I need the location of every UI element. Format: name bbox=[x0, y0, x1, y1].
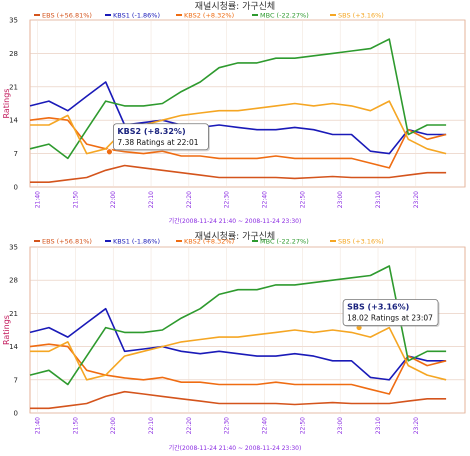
x-tick-label: 23:20 bbox=[413, 191, 420, 208]
legend-entry: KBS2 (+8.32%) bbox=[184, 238, 234, 246]
chart-title: 재널시청률: 가구신체 bbox=[195, 231, 275, 242]
y-tick-label: 7 bbox=[14, 150, 18, 158]
y-axis-label: Ratings bbox=[2, 89, 11, 119]
series-line-1 bbox=[30, 164, 447, 183]
series-line-1 bbox=[30, 390, 447, 410]
series-line-2 bbox=[29, 81, 447, 155]
tooltip: SBS (+3.16%) 18.02 Ratings at 23:07 bbox=[342, 299, 440, 328]
legend-entry: EBS (+56.81%) bbox=[42, 238, 92, 246]
chart-title: 재널시청률: 가구신체 bbox=[195, 1, 275, 12]
series-line-4 bbox=[29, 38, 447, 160]
series-line-5 bbox=[30, 100, 447, 155]
series-line-2 bbox=[29, 307, 447, 381]
y-tick-label: 28 bbox=[9, 50, 18, 58]
y-tick-label: 35 bbox=[9, 17, 18, 25]
x-tick-label: 21:40 bbox=[35, 191, 42, 208]
x-axis-label: 기간(2008-11-24 21:40 ~ 2008-11-24 23:30) bbox=[169, 444, 302, 452]
tooltip-box bbox=[113, 123, 209, 151]
x-tick-label: 22:30 bbox=[224, 417, 231, 434]
y-tick-label: 21 bbox=[9, 83, 18, 91]
legend-entry: MBC (-22.27%) bbox=[260, 238, 309, 246]
tooltip-title: SBS (+3.16%) bbox=[347, 303, 409, 312]
series-line-3 bbox=[29, 117, 447, 169]
y-tick-label: 0 bbox=[14, 410, 18, 418]
x-tick-label: 22:20 bbox=[186, 417, 193, 434]
x-tick-label: 23:00 bbox=[337, 417, 344, 434]
tooltip-title: KBS2 (+8.32%) bbox=[117, 127, 185, 136]
x-tick-label: 22:20 bbox=[186, 191, 193, 208]
y-tick-label: 7 bbox=[14, 376, 18, 384]
y-tick-label: 21 bbox=[9, 310, 18, 318]
tooltip-text: 7.38 Ratings at 22:01 bbox=[117, 138, 198, 147]
x-tick-label: 23:10 bbox=[375, 191, 382, 208]
tooltip: KBS2 (+8.32%) 7.38 Ratings at 22:01 bbox=[113, 123, 210, 152]
legend-entry: KBS2 (+8.32%) bbox=[184, 12, 234, 20]
legend-entry: SBS (+3.16%) bbox=[338, 12, 384, 20]
series-line-3 bbox=[29, 343, 447, 395]
tooltip-marker bbox=[106, 148, 113, 156]
legend-entry: SBS (+3.16%) bbox=[338, 238, 384, 246]
chart-panel-1: 재널시청률: 가구신체 EBS (+56.81%) KBS1 (-1.86%) KBS… bbox=[2, 1, 466, 225]
x-tick-label: 22:40 bbox=[262, 417, 269, 434]
x-tick-label: 22:50 bbox=[299, 417, 306, 434]
x-tick-label: 23:10 bbox=[375, 417, 382, 434]
x-tick-label: 22:30 bbox=[224, 191, 231, 208]
x-tick-label: 22:10 bbox=[148, 417, 155, 434]
y-axis-label: Ratings bbox=[2, 315, 11, 345]
y-tick-label: 0 bbox=[14, 184, 18, 192]
y-tick-label: 14 bbox=[9, 117, 18, 125]
x-tick-label: 21:50 bbox=[72, 191, 79, 208]
series-line-4 bbox=[29, 265, 447, 386]
y-tick-label: 35 bbox=[9, 244, 18, 252]
plot-area bbox=[29, 246, 466, 414]
x-tick-label: 22:10 bbox=[148, 191, 155, 208]
plot-area bbox=[29, 19, 466, 188]
x-tick-label: 23:00 bbox=[337, 191, 344, 208]
legend-entry: KBS1 (-1.86%) bbox=[113, 238, 160, 246]
x-tick-label: 22:50 bbox=[299, 191, 306, 208]
legend-entry: MBC (-22.27%) bbox=[260, 12, 309, 20]
tooltip-text: 18.02 Ratings at 23:07 bbox=[347, 314, 433, 323]
tooltip-box bbox=[342, 299, 439, 326]
x-tick-label: 22:40 bbox=[262, 191, 269, 208]
y-tick-label: 14 bbox=[9, 343, 18, 351]
y-tick-label: 28 bbox=[9, 277, 18, 285]
legend-entry: EBS (+56.81%) bbox=[42, 12, 92, 20]
x-tick-label: 21:40 bbox=[35, 417, 42, 434]
x-tick-label: 23:20 bbox=[413, 417, 420, 434]
x-tick-label: 22:00 bbox=[110, 191, 117, 208]
x-axis-label: 기간(2008-11-24 21:40 ~ 2008-11-24 23:30) bbox=[169, 217, 302, 225]
x-tick-label: 21:50 bbox=[72, 417, 79, 434]
x-tick-label: 22:00 bbox=[110, 417, 117, 434]
series-line-5 bbox=[30, 326, 447, 381]
chart-panel-2: 재널시청률: 가구신체 EBS (+56.81%) KBS1 (-1.86%) KBS… bbox=[2, 231, 466, 452]
legend-entry: KBS1 (-1.86%) bbox=[113, 12, 160, 20]
